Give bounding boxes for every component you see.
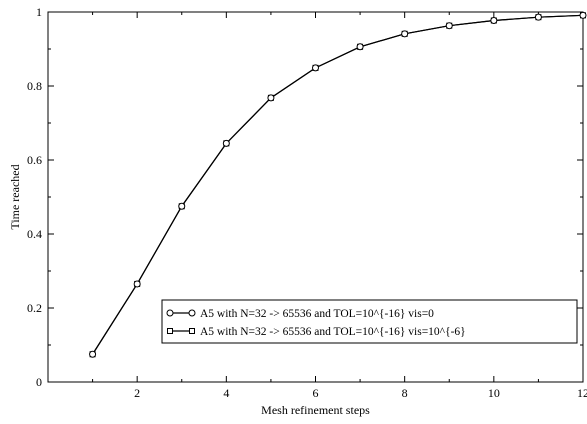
series-layer xyxy=(89,11,587,358)
legend: A5 with N=32 -> 65536 and TOL=10^{-16} v… xyxy=(161,299,578,344)
data-point-circle xyxy=(490,17,498,25)
y-tick-label: 0.8 xyxy=(27,79,42,93)
data-point-circle xyxy=(445,22,453,30)
data-point-circle xyxy=(267,94,275,102)
data-point-circle xyxy=(222,139,230,147)
legend-marker-circle xyxy=(166,309,174,317)
legend-marker-circle xyxy=(188,309,196,317)
legend-label-2: A5 with N=32 -> 65536 and TOL=10^{-16} v… xyxy=(200,326,466,338)
x-tick-label: 4 xyxy=(223,386,229,400)
data-point-circle xyxy=(534,13,542,21)
data-point-circle xyxy=(579,11,587,19)
legend-marker-square xyxy=(167,328,173,334)
y-tick-label: 0.6 xyxy=(27,153,42,167)
x-axis-title: Mesh refinement steps xyxy=(261,403,370,417)
data-point-circle xyxy=(178,202,186,210)
data-point-circle xyxy=(401,30,409,38)
data-point-circle xyxy=(89,350,97,358)
x-tick-label: 10 xyxy=(488,386,500,400)
data-point-circle xyxy=(133,280,141,288)
legend-box xyxy=(161,299,578,344)
y-axis-title: Time reached xyxy=(8,164,22,229)
series-line-2 xyxy=(92,14,584,355)
x-tick-label: 6 xyxy=(313,386,319,400)
x-tick-label: 12 xyxy=(577,386,587,400)
data-point-circle xyxy=(356,43,364,51)
y-tick-label: 0.4 xyxy=(27,227,42,241)
x-tick-label: 8 xyxy=(402,386,408,400)
y-axis-ticks: 0 0.2 0.4 0.6 0.8 1 xyxy=(27,5,583,389)
y-tick-label: 1 xyxy=(36,5,42,19)
legend-marker-square xyxy=(189,328,195,334)
y-tick-label: 0 xyxy=(36,375,42,389)
legend-label-1: A5 with N=32 -> 65536 and TOL=10^{-16} v… xyxy=(200,308,434,320)
data-point-circle xyxy=(312,64,319,72)
y-tick-label: 0.2 xyxy=(27,301,42,315)
x-tick-label: 2 xyxy=(134,386,140,400)
